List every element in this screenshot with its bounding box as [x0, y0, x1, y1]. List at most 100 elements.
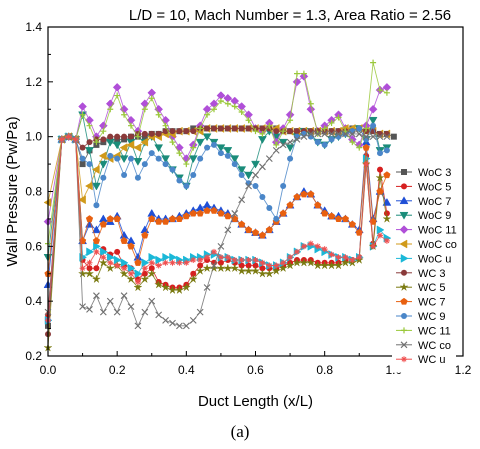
- data-point: [377, 150, 383, 157]
- data-point: [376, 225, 385, 235]
- data-point: [92, 237, 101, 244]
- y-tick-label: 1.2: [25, 75, 42, 89]
- x-tick-label: 0.2: [109, 363, 126, 377]
- data-point: [113, 255, 122, 265]
- data-point: [328, 251, 335, 258]
- y-tick-label: 1.0: [25, 130, 42, 144]
- data-point: [335, 254, 342, 261]
- legend-marker: [399, 196, 409, 205]
- legend-label: WC u: [418, 354, 446, 366]
- data-point: [238, 220, 246, 228]
- data-point: [183, 161, 190, 168]
- data-point: [217, 125, 224, 132]
- data-point: [182, 212, 190, 220]
- data-point: [257, 268, 268, 278]
- data-point: [328, 136, 335, 143]
- data-point: [84, 181, 93, 191]
- data-point: [362, 133, 370, 141]
- data-point: [273, 141, 280, 148]
- data-point: [356, 254, 363, 261]
- data-point: [294, 128, 300, 135]
- data-point: [245, 117, 252, 124]
- data-point: [134, 174, 141, 181]
- data-point: [335, 130, 342, 138]
- data-point: [174, 285, 185, 295]
- data-point: [251, 228, 260, 236]
- data-point: [93, 292, 100, 300]
- data-point: [114, 262, 121, 269]
- series-1: [45, 133, 390, 318]
- data-point: [107, 259, 114, 266]
- data-point: [293, 136, 301, 143]
- data-point: [58, 136, 65, 143]
- data-point: [377, 232, 383, 239]
- data-point: [362, 143, 370, 151]
- data-point: [300, 190, 308, 198]
- data-point: [259, 163, 266, 171]
- data-point: [72, 136, 79, 143]
- data-point: [120, 258, 129, 268]
- data-point: [321, 141, 328, 148]
- data-point: [252, 128, 259, 135]
- data-point: [237, 166, 247, 175]
- legend-label: WoC 9: [418, 210, 451, 222]
- y-tick-label: 0.6: [25, 239, 42, 253]
- data-point: [140, 274, 150, 284]
- data-point: [112, 82, 122, 92]
- data-point: [134, 258, 142, 266]
- legend-label: WoC 5: [418, 181, 451, 193]
- data-point: [126, 274, 136, 284]
- series-10: [45, 122, 390, 324]
- data-point: [127, 263, 136, 273]
- data-point: [217, 98, 224, 105]
- legend-label: WC 11: [418, 325, 451, 337]
- legend-label: WC co: [418, 340, 451, 352]
- data-point: [327, 212, 336, 220]
- data-point: [370, 243, 377, 250]
- data-point: [300, 243, 307, 250]
- data-point: [342, 130, 349, 138]
- legend-marker: [399, 239, 408, 249]
- legend-marker: [399, 282, 409, 292]
- data-point: [106, 215, 114, 222]
- data-point: [376, 187, 384, 195]
- data-point: [210, 206, 218, 214]
- y-tick-label: 0.4: [25, 294, 42, 308]
- data-point: [321, 130, 329, 138]
- data-point: [148, 252, 157, 262]
- data-point: [169, 128, 176, 135]
- data-point: [252, 257, 259, 264]
- data-point: [217, 150, 224, 157]
- data-point: [93, 139, 100, 146]
- data-point: [292, 77, 302, 87]
- data-point: [128, 270, 134, 277]
- legend-item: WoC 7: [396, 196, 451, 208]
- data-point: [176, 322, 183, 330]
- data-point: [107, 152, 114, 159]
- legend-label: WoC 11: [418, 225, 457, 237]
- data-point: [231, 103, 238, 110]
- legend-label: WoC u: [418, 253, 451, 265]
- legend-marker: [401, 356, 407, 363]
- data-point: [127, 242, 135, 250]
- data-point: [257, 136, 267, 144]
- data-point: [245, 182, 252, 190]
- data-point: [114, 248, 121, 255]
- data-point: [202, 263, 212, 273]
- data-point: [390, 133, 397, 140]
- data-point: [119, 143, 128, 153]
- data-point: [91, 225, 101, 234]
- data-point: [368, 116, 378, 125]
- data-point: [169, 319, 176, 327]
- chart-title: L/D = 10, Mach Number = 1.3, Area Ratio …: [129, 7, 451, 24]
- data-point: [105, 263, 115, 273]
- data-point: [148, 130, 155, 137]
- data-point: [300, 133, 308, 141]
- data-point: [100, 174, 107, 181]
- data-point: [86, 161, 93, 168]
- data-point: [230, 263, 240, 273]
- data-point: [251, 160, 260, 169]
- data-point: [141, 130, 148, 137]
- data-point: [134, 269, 143, 279]
